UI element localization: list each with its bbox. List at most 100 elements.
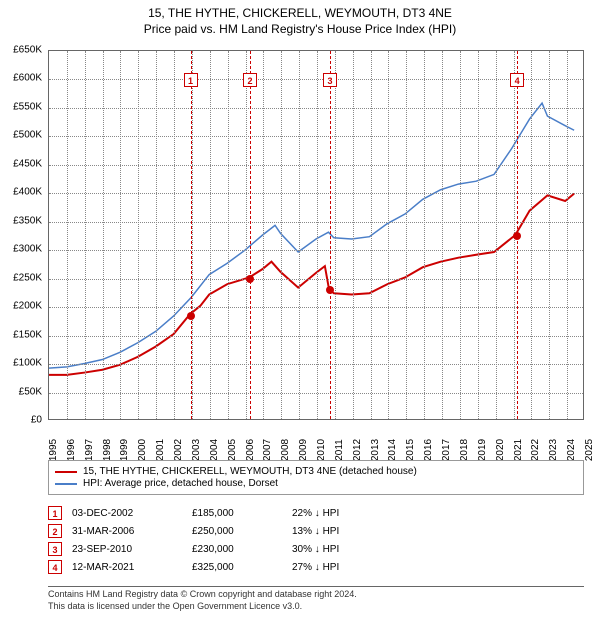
gridline-horizontal <box>49 250 583 251</box>
chart-plot-area: 1 2 3 4 <box>48 50 584 420</box>
gridline-vertical <box>263 51 264 419</box>
transaction-number: 1 <box>48 506 62 520</box>
transaction-price: £230,000 <box>192 544 282 555</box>
footer-line2: This data is licensed under the Open Gov… <box>48 601 584 613</box>
transaction-date: 31-MAR-2006 <box>72 526 182 537</box>
marker-number-box: 3 <box>323 73 337 87</box>
y-tick-label: £550K <box>13 101 42 112</box>
x-tick-label: 1996 <box>66 439 77 461</box>
transaction-date: 03-DEC-2002 <box>72 508 182 519</box>
gridline-vertical <box>281 51 282 419</box>
x-tick-label: 2007 <box>262 439 273 461</box>
gridline-horizontal <box>49 79 583 80</box>
gridline-vertical <box>192 51 193 419</box>
y-tick-label: £150K <box>13 329 42 340</box>
gridline-vertical <box>442 51 443 419</box>
transaction-dot <box>187 312 195 320</box>
gridline-horizontal <box>49 307 583 308</box>
x-tick-label: 2021 <box>513 439 524 461</box>
transaction-number: 3 <box>48 542 62 556</box>
x-tick-label: 2009 <box>298 439 309 461</box>
gridline-horizontal <box>49 136 583 137</box>
y-tick-label: £650K <box>13 45 42 56</box>
x-tick-label: 2001 <box>155 439 166 461</box>
marker-number-box: 1 <box>184 73 198 87</box>
legend-label: HPI: Average price, detached house, Dors… <box>83 478 278 489</box>
gridline-vertical <box>85 51 86 419</box>
x-axis: 1995199619971998199920002001200220032004… <box>48 424 584 454</box>
x-tick-label: 2008 <box>280 439 291 461</box>
gridline-vertical <box>138 51 139 419</box>
y-tick-label: £250K <box>13 272 42 283</box>
gridline-vertical <box>406 51 407 419</box>
transaction-pct: 13% ↓ HPI <box>292 526 402 537</box>
gridline-vertical <box>460 51 461 419</box>
transaction-price: £250,000 <box>192 526 282 537</box>
gridline-vertical <box>353 51 354 419</box>
gridline-horizontal <box>49 336 583 337</box>
gridline-vertical <box>531 51 532 419</box>
transaction-pct: 22% ↓ HPI <box>292 508 402 519</box>
gridline-vertical <box>496 51 497 419</box>
gridline-vertical <box>246 51 247 419</box>
gridline-vertical <box>388 51 389 419</box>
gridline-horizontal <box>49 193 583 194</box>
y-tick-label: £300K <box>13 244 42 255</box>
x-tick-label: 2002 <box>173 439 184 461</box>
y-tick-label: £350K <box>13 215 42 226</box>
gridline-vertical <box>371 51 372 419</box>
legend-swatch <box>55 483 77 485</box>
y-tick-label: £100K <box>13 358 42 369</box>
x-tick-label: 2010 <box>316 439 327 461</box>
legend-item: HPI: Average price, detached house, Dors… <box>55 478 577 489</box>
x-tick-label: 1998 <box>102 439 113 461</box>
chart-container: 15, THE HYTHE, CHICKERELL, WEYMOUTH, DT3… <box>0 0 600 620</box>
gridline-horizontal <box>49 165 583 166</box>
gridline-vertical <box>424 51 425 419</box>
y-tick-label: £50K <box>19 386 42 397</box>
footer: Contains HM Land Registry data © Crown c… <box>48 586 584 612</box>
x-tick-label: 2024 <box>566 439 577 461</box>
transaction-row: 323-SEP-2010£230,00030% ↓ HPI <box>48 540 584 558</box>
x-tick-label: 2015 <box>405 439 416 461</box>
transaction-dot <box>326 286 334 294</box>
y-tick-label: £0 <box>31 415 42 426</box>
gridline-vertical <box>317 51 318 419</box>
y-tick-label: £600K <box>13 73 42 84</box>
gridline-horizontal <box>49 222 583 223</box>
y-tick-label: £200K <box>13 301 42 312</box>
x-tick-label: 1997 <box>84 439 95 461</box>
legend-label: 15, THE HYTHE, CHICKERELL, WEYMOUTH, DT3… <box>83 466 417 477</box>
footer-line1: Contains HM Land Registry data © Crown c… <box>48 589 584 601</box>
marker-number-box: 2 <box>243 73 257 87</box>
x-tick-label: 2013 <box>370 439 381 461</box>
transaction-dot <box>513 232 521 240</box>
x-tick-label: 1999 <box>119 439 130 461</box>
x-tick-label: 2019 <box>477 439 488 461</box>
x-tick-label: 2020 <box>495 439 506 461</box>
x-tick-label: 2003 <box>191 439 202 461</box>
marker-line <box>191 51 192 419</box>
transaction-date: 23-SEP-2010 <box>72 544 182 555</box>
gridline-horizontal <box>49 279 583 280</box>
marker-line <box>250 51 251 419</box>
gridline-horizontal <box>49 108 583 109</box>
marker-number-box: 4 <box>510 73 524 87</box>
x-tick-label: 2018 <box>459 439 470 461</box>
transaction-row: 412-MAR-2021£325,00027% ↓ HPI <box>48 558 584 576</box>
gridline-horizontal <box>49 393 583 394</box>
gridline-vertical <box>120 51 121 419</box>
gridline-vertical <box>567 51 568 419</box>
title-block: 15, THE HYTHE, CHICKERELL, WEYMOUTH, DT3… <box>0 0 600 36</box>
legend: 15, THE HYTHE, CHICKERELL, WEYMOUTH, DT3… <box>48 460 584 495</box>
transaction-row: 1 03-DEC-2002 £185,000 22% ↓ HPI <box>48 504 584 522</box>
x-tick-label: 2011 <box>334 439 345 461</box>
legend-swatch <box>55 471 77 473</box>
x-tick-label: 2014 <box>387 439 398 461</box>
x-tick-label: 2006 <box>245 439 256 461</box>
x-tick-label: 2000 <box>137 439 148 461</box>
gridline-vertical <box>103 51 104 419</box>
transaction-price: £185,000 <box>192 508 282 519</box>
x-tick-label: 2022 <box>530 439 541 461</box>
y-tick-label: £500K <box>13 130 42 141</box>
